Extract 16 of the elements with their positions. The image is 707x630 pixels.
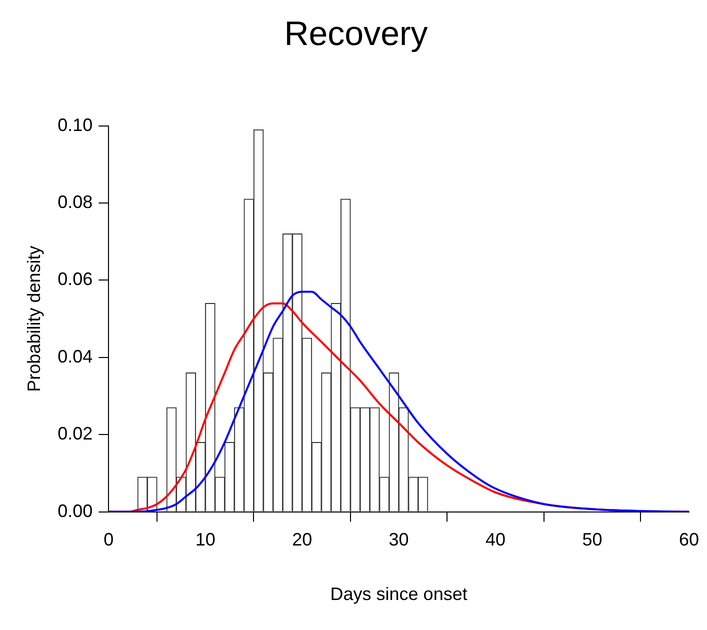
y-tick-label: 0.00 bbox=[58, 500, 93, 521]
x-tick-label: 60 bbox=[678, 530, 700, 550]
y-tick-label: 0.10 bbox=[58, 114, 93, 135]
x-tick-label: 20 bbox=[292, 530, 312, 550]
x-tick-label: 30 bbox=[388, 530, 409, 550]
x-tick-label: 50 bbox=[582, 530, 602, 550]
x-tick-label: 0 bbox=[104, 530, 114, 550]
y-axis-title: Probability density bbox=[24, 246, 44, 392]
y-tick-label: 0.04 bbox=[58, 346, 93, 366]
chart-title: Recovery bbox=[284, 14, 428, 53]
x-tick-label: 10 bbox=[195, 530, 216, 550]
x-tick-label: 40 bbox=[486, 530, 506, 550]
y-tick-label: 0.08 bbox=[58, 192, 93, 212]
y-tick-label: 0.06 bbox=[58, 269, 93, 290]
x-axis-title: Days since onset bbox=[330, 584, 468, 604]
y-tick-label: 0.02 bbox=[58, 424, 93, 444]
